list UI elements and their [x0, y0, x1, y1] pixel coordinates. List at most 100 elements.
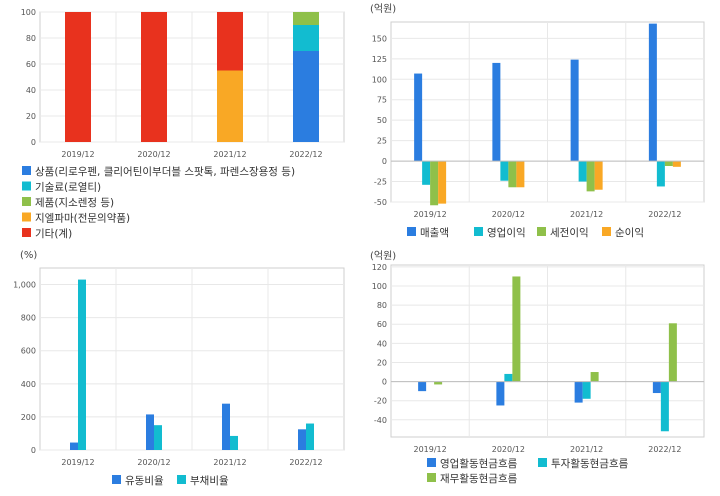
chart-cashflow: -40 -20 0 20 40 60 80 100 120 2019/12 2020/12 2021/…	[370, 250, 705, 485]
bar	[65, 12, 91, 142]
bar	[660, 381, 669, 432]
x-tick-label: 2020/12	[137, 458, 170, 467]
legend-swatch	[427, 458, 436, 467]
y-tick-label: 120	[372, 263, 387, 272]
bar	[414, 73, 423, 162]
bar	[306, 423, 314, 450]
bar	[590, 372, 599, 382]
bar	[508, 161, 517, 188]
legend-swatch	[537, 227, 546, 236]
bar	[504, 373, 513, 382]
bar	[434, 381, 443, 385]
y-tick-label: 100	[21, 8, 36, 17]
legend-swatch	[112, 475, 121, 484]
y-tick-label: 75	[377, 96, 387, 105]
y-tick-label: 25	[377, 137, 387, 146]
chart-ratios: 0 200 400 600 800 1,000 2019/12 2020/12 2021/12 2…	[13, 250, 345, 487]
legend-label: 영업활동현금흐름	[440, 457, 518, 470]
x-tick-label: 2022/12	[648, 210, 681, 219]
legend-label: 순이익	[615, 227, 644, 239]
bar	[656, 161, 665, 187]
y-tick-label: 80	[377, 301, 387, 310]
x-tick-label: 2021/12	[570, 445, 603, 454]
bar	[652, 381, 661, 394]
y-tick-label: 0	[382, 157, 387, 166]
bar	[668, 323, 677, 382]
x-tick-label: 2020/12	[137, 150, 170, 159]
bar	[217, 12, 243, 71]
y-tick-label: 20	[377, 358, 387, 367]
bar	[512, 276, 521, 382]
y-tick-label: -40	[374, 416, 387, 425]
x-tick-label: 2020/12	[492, 210, 525, 219]
x-tick-label: 2019/12	[414, 445, 447, 454]
legend-swatch	[22, 212, 31, 222]
bar	[594, 161, 603, 190]
legend-label: 기술료(로열티)	[35, 182, 101, 194]
y-tick-label: 800	[21, 314, 36, 323]
y-tick-label: 50	[377, 116, 387, 125]
x-tick-label: 2022/12	[289, 458, 322, 467]
unit-label: (억원)	[370, 3, 396, 15]
bar	[438, 161, 447, 204]
y-tick-label: 0	[382, 378, 387, 387]
y-tick-label: -25	[374, 178, 387, 187]
bar	[582, 381, 591, 399]
bar	[418, 381, 427, 392]
legend-label: 부채비율	[190, 475, 229, 487]
x-tick-label: 2021/12	[213, 150, 246, 159]
y-tick-label: 60	[26, 60, 36, 69]
bar	[78, 279, 86, 450]
x-tick-label: 2021/12	[570, 210, 603, 219]
bar	[672, 161, 681, 167]
bar	[516, 161, 525, 188]
y-tick-label: 400	[21, 380, 36, 389]
legend-swatch	[538, 458, 547, 467]
x-tick-label: 2019/12	[61, 458, 94, 467]
legend-swatch	[22, 228, 31, 237]
bar	[298, 429, 306, 450]
y-tick-label: 40	[26, 86, 36, 95]
legend-label: 매출액	[420, 227, 449, 239]
x-tick-label: 2022/12	[648, 445, 681, 454]
y-tick-label: 80	[26, 34, 36, 43]
bar	[570, 59, 579, 162]
bar	[586, 161, 595, 192]
bar	[664, 161, 673, 166]
chart-income: -50 -25 0 25 50 75 100 125 150 2019/12 2020/12 2021…	[370, 3, 705, 239]
bar	[574, 381, 583, 403]
x-tick-label: 2020/12	[492, 445, 525, 454]
bar	[492, 62, 501, 162]
legend-swatch	[407, 227, 416, 236]
legend-label: 투자활동현금흐름	[551, 457, 629, 470]
legend-swatch	[177, 475, 186, 484]
legend-label: 지엘파마(전문의약품)	[35, 212, 130, 225]
chart-product-mix: 0 20 40 60 80 100 2019/12 2020/12 2021/12 2022/12…	[21, 8, 345, 240]
legend-swatch	[22, 166, 31, 175]
legend-swatch	[474, 227, 483, 236]
bar	[70, 442, 78, 450]
bar	[146, 414, 154, 450]
y-tick-label: 0	[31, 138, 36, 147]
unit-label: (억원)	[370, 250, 396, 262]
y-tick-label: -50	[374, 198, 387, 207]
bar	[430, 161, 439, 206]
x-tick-label: 2022/12	[289, 150, 322, 159]
x-tick-label: 2021/12	[213, 458, 246, 467]
y-tick-label: 600	[21, 347, 36, 356]
bar	[293, 25, 319, 51]
legend-swatch	[602, 227, 611, 236]
legend-label: 상품(리로우펜, 클리어틴이부더블 스팟톡, 파렌스장용정 등)	[35, 166, 295, 178]
legend-swatch	[427, 473, 436, 482]
bar	[141, 12, 167, 142]
bar	[230, 435, 238, 450]
y-tick-label: 60	[377, 320, 387, 329]
legend-label: 유동비율	[125, 475, 164, 487]
bar	[422, 161, 431, 185]
legend-swatch	[22, 197, 31, 206]
y-tick-label: 125	[372, 55, 387, 64]
bar	[500, 161, 509, 181]
x-tick-label: 2019/12	[414, 210, 447, 219]
bar	[222, 403, 230, 450]
